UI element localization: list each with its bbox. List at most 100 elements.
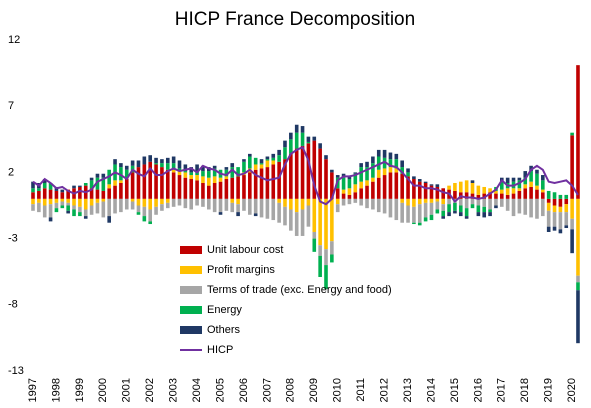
bar-segment	[183, 172, 188, 178]
bar-segment	[253, 157, 258, 165]
bar-segment	[371, 181, 375, 199]
bar-segment	[224, 169, 229, 177]
bar-segment	[300, 209, 305, 236]
bar-segment	[412, 206, 416, 223]
bar-segment	[119, 182, 123, 199]
bar-segment	[306, 143, 311, 199]
bar-segment	[347, 198, 352, 205]
bar-segment	[412, 222, 416, 225]
legend-swatch	[180, 266, 202, 274]
bar-segment	[218, 198, 223, 213]
bar-segment	[289, 132, 293, 140]
bar-segment	[48, 198, 53, 205]
bar-segment	[382, 175, 387, 199]
bar-segment	[365, 198, 369, 209]
bar-segment	[523, 198, 528, 215]
bar-segment	[89, 177, 94, 181]
bar-segment	[541, 180, 545, 190]
bar-segment	[124, 165, 129, 170]
bar-segment	[546, 226, 551, 232]
bar-segment	[48, 217, 53, 222]
bar-segment	[277, 161, 281, 199]
bar-segment	[500, 189, 504, 194]
bar-segment	[535, 173, 539, 186]
bar-segment	[101, 177, 106, 191]
bar-segment	[271, 164, 276, 199]
bar-segment	[124, 198, 129, 210]
bar-segment	[330, 169, 334, 173]
bar-segment	[300, 198, 305, 210]
bar-segment	[464, 180, 469, 193]
bar-segment	[259, 198, 264, 218]
bar-segment	[130, 198, 135, 202]
bar-segment	[517, 190, 522, 199]
bar-segment	[171, 163, 176, 170]
bar-segment	[324, 155, 328, 160]
bar-segment	[294, 132, 299, 149]
bar-segment	[83, 209, 88, 217]
bar-segment	[382, 149, 387, 158]
bar-segment	[376, 156, 381, 170]
bar-segment	[160, 167, 164, 199]
bar-segment	[183, 164, 188, 172]
bar-segment	[406, 176, 410, 199]
bar-segment	[353, 184, 358, 193]
bar-segment	[177, 198, 182, 206]
x-tick-label: 2020	[566, 378, 578, 402]
bar-segment	[511, 198, 516, 217]
bar-segment	[236, 212, 240, 217]
bar-segment	[353, 192, 358, 199]
bar-segment	[236, 198, 240, 205]
bar-segment	[511, 193, 516, 199]
bar-segment	[365, 167, 369, 181]
bar-segment	[458, 198, 463, 206]
bar-segment	[541, 175, 545, 181]
bar-segment	[277, 198, 281, 203]
bar-segment	[517, 188, 522, 191]
bar-segment	[37, 188, 41, 191]
bar-segment	[523, 177, 528, 185]
bar-segment	[529, 181, 533, 187]
bar-segment	[505, 177, 510, 183]
bar-segment	[488, 188, 492, 193]
bar-segment	[435, 209, 440, 214]
bar-segment	[318, 245, 322, 256]
bar-segment	[476, 185, 481, 195]
bar-segment	[277, 202, 281, 223]
bar-segment	[570, 218, 574, 230]
bar-segment	[248, 198, 252, 215]
bar-segment	[83, 182, 88, 186]
bar-segment	[376, 198, 381, 213]
bar-segment	[312, 238, 317, 252]
bar-segment	[113, 198, 117, 214]
bar-segment	[558, 212, 563, 230]
bar-segment	[107, 198, 111, 217]
bar-segment	[394, 198, 399, 221]
bar-segment	[89, 205, 94, 215]
bar-segment	[60, 201, 65, 206]
bar-segment	[458, 205, 463, 213]
x-tick-label: 1998	[50, 378, 62, 402]
bar-segment	[505, 198, 510, 211]
x-tick-label: 2005	[214, 378, 226, 402]
bar-segment	[165, 169, 170, 199]
bar-segment	[171, 172, 176, 199]
bar-segment	[529, 186, 533, 199]
bar-segment	[60, 205, 65, 209]
bar-segment	[523, 184, 528, 189]
bar-segment	[212, 168, 217, 177]
legend-label: HICP	[207, 344, 233, 356]
bar-segment	[183, 177, 188, 199]
bar-segment	[230, 177, 235, 199]
bar-segment	[89, 180, 94, 189]
bar-segment	[42, 179, 47, 183]
bar-segment	[546, 210, 551, 227]
bar-segment	[505, 194, 510, 199]
bar-segment	[113, 180, 117, 186]
bar-segment	[388, 159, 393, 168]
bar-segment	[101, 201, 106, 218]
bar-segment	[248, 172, 252, 199]
bar-segment	[564, 194, 569, 199]
bar-segment	[189, 167, 194, 173]
bar-segment	[148, 155, 152, 162]
